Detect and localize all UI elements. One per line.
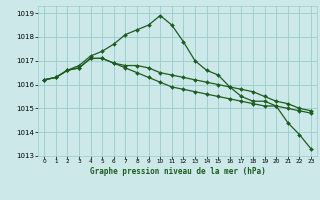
X-axis label: Graphe pression niveau de la mer (hPa): Graphe pression niveau de la mer (hPa) bbox=[90, 167, 266, 176]
